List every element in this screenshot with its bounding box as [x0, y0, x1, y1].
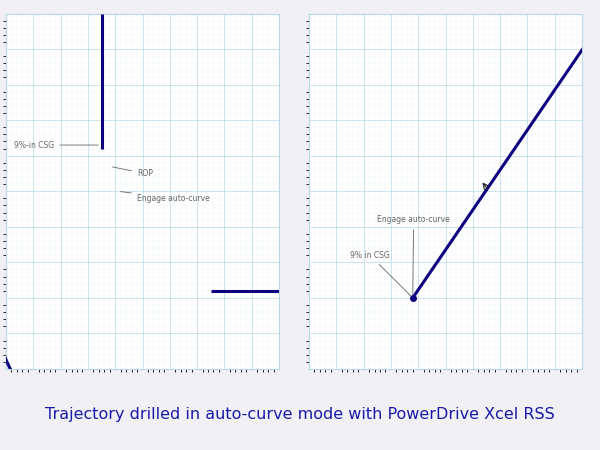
Text: Engage auto-curve: Engage auto-curve [377, 215, 450, 295]
Text: ROP: ROP [112, 167, 153, 178]
Text: 9% in CSG: 9% in CSG [350, 251, 411, 296]
Text: Engage auto-curve: Engage auto-curve [121, 192, 210, 203]
Text: 9%-in CSG: 9%-in CSG [14, 140, 98, 149]
Text: Trajectory drilled in auto-curve mode with PowerDrive Xcel RSS: Trajectory drilled in auto-curve mode wi… [45, 406, 555, 422]
